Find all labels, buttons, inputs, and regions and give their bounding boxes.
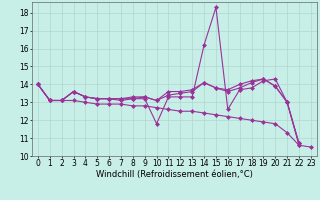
X-axis label: Windchill (Refroidissement éolien,°C): Windchill (Refroidissement éolien,°C) [96, 170, 253, 179]
